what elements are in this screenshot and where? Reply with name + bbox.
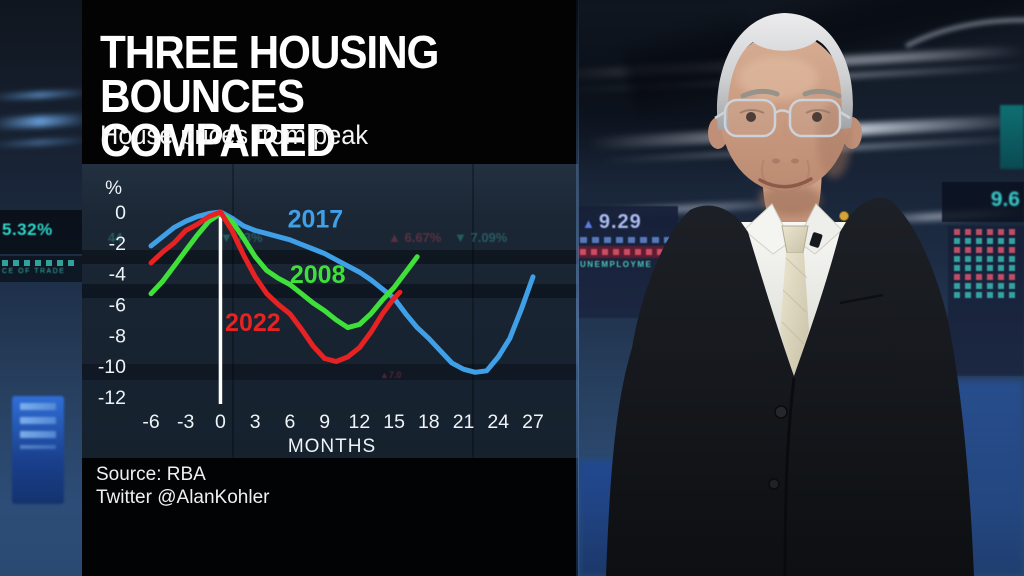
x-tick-label: 24 [487, 411, 509, 433]
bg-ticker: 44 [108, 230, 123, 245]
x-tick-label: 6 [284, 411, 295, 433]
y-axis-unit: % [105, 178, 122, 199]
left-rate-value: 5.32% [2, 220, 53, 239]
left-screen-band: 5.32% [0, 210, 82, 254]
y-tick-label: -6 [109, 295, 126, 317]
microphone-clip-icon [809, 232, 823, 248]
x-tick-label: 9 [319, 411, 330, 433]
x-tick-label: -3 [177, 411, 194, 433]
chart-title: THREE HOUSING BOUNCES COMPARED [100, 26, 439, 166]
x-tick-label: 3 [250, 411, 261, 433]
left-kiosk-screen [12, 396, 64, 504]
presenter-eyebrow [802, 88, 842, 99]
panel-edge-glow [576, 0, 579, 576]
unemployment-value: 9.29 [598, 211, 642, 233]
x-tick-label: 12 [349, 411, 371, 433]
chart-area: 44 ▼ 73% ▲ 6.67% ▼ 7.09% ▲7.0 2017 2008 20… [82, 164, 578, 458]
left-screen-band2: CE OF TRADE [0, 256, 82, 282]
series-label-2022: 2022 [225, 309, 281, 337]
presenter-eyebrow [740, 88, 780, 99]
x-tick-label: 18 [418, 411, 440, 433]
x-tick-label: -6 [142, 411, 159, 433]
suit-pocket [839, 293, 884, 305]
presenter-mouth [758, 177, 813, 189]
right-screen-value: 9.6 [990, 188, 1020, 211]
bg-ticker: ▲ 6.67% [388, 230, 442, 245]
series-line-2008 [148, 211, 420, 331]
right-ticker-board [948, 226, 1024, 376]
presenter-eye [812, 112, 822, 122]
housing-chart: 2017 2008 2022 0 -2 -4 -6 -8 -10 -12% -6 -3 0 3 6 9 12 15… [98, 178, 544, 457]
right-value-screen: 9.6 [942, 182, 1024, 222]
x-tick-label: 27 [522, 411, 544, 433]
left-rate-label: CE OF TRADE [2, 268, 66, 275]
presenter-nose [774, 118, 796, 162]
twitter-text: Twitter @AlanKohler [96, 487, 270, 508]
x-tick-label: 21 [453, 411, 475, 433]
bg-ticker: ▲7.0 [380, 370, 402, 380]
graphics-overlay: THREE HOUSING BOUNCES COMPARED House pri… [82, 0, 578, 576]
title-block: THREE HOUSING BOUNCES COMPARED House pri… [82, 0, 578, 164]
series-label-2008: 2008 [290, 261, 346, 289]
presenter [606, 13, 974, 576]
right-teal-screen [1000, 105, 1024, 169]
lapel-pin-icon [839, 211, 849, 221]
series-label-2017: 2017 [288, 206, 344, 234]
presenter-tie [780, 253, 809, 379]
studio-dark-corner [560, 0, 740, 180]
x-tick-label: 15 [383, 411, 405, 433]
presenter-hair [716, 13, 853, 130]
x-axis-label: MONTHS [288, 436, 376, 457]
unemployment-label: UNEMPLOYME [580, 260, 653, 269]
x-tick-label: 0 [215, 411, 226, 433]
y-tick-label: -12 [98, 387, 126, 409]
y-tick-label: -8 [109, 325, 126, 347]
chart-subtitle: House prices from peak [100, 120, 369, 150]
source-block: Source: RBA Twitter @AlanKohler [82, 458, 578, 576]
bg-ticker: ▼ 7.09% [454, 230, 508, 245]
series-line-2017 [148, 209, 536, 375]
suit-button [768, 478, 780, 490]
y-tick-label: 0 [115, 202, 126, 224]
source-text: Source: RBA [96, 464, 206, 485]
y-tick-label: -4 [109, 264, 126, 286]
series-line-2022 [148, 209, 403, 364]
presenter-tie-knot [781, 225, 809, 254]
presenter-suit [606, 198, 974, 576]
up-triangle-icon: ▲ [582, 216, 595, 231]
suit-button [774, 405, 788, 419]
y-tick-label: -10 [98, 356, 126, 378]
presenter-eye [746, 112, 756, 122]
y-tick-label: -2 [109, 233, 126, 255]
glasses-icon [714, 98, 851, 138]
